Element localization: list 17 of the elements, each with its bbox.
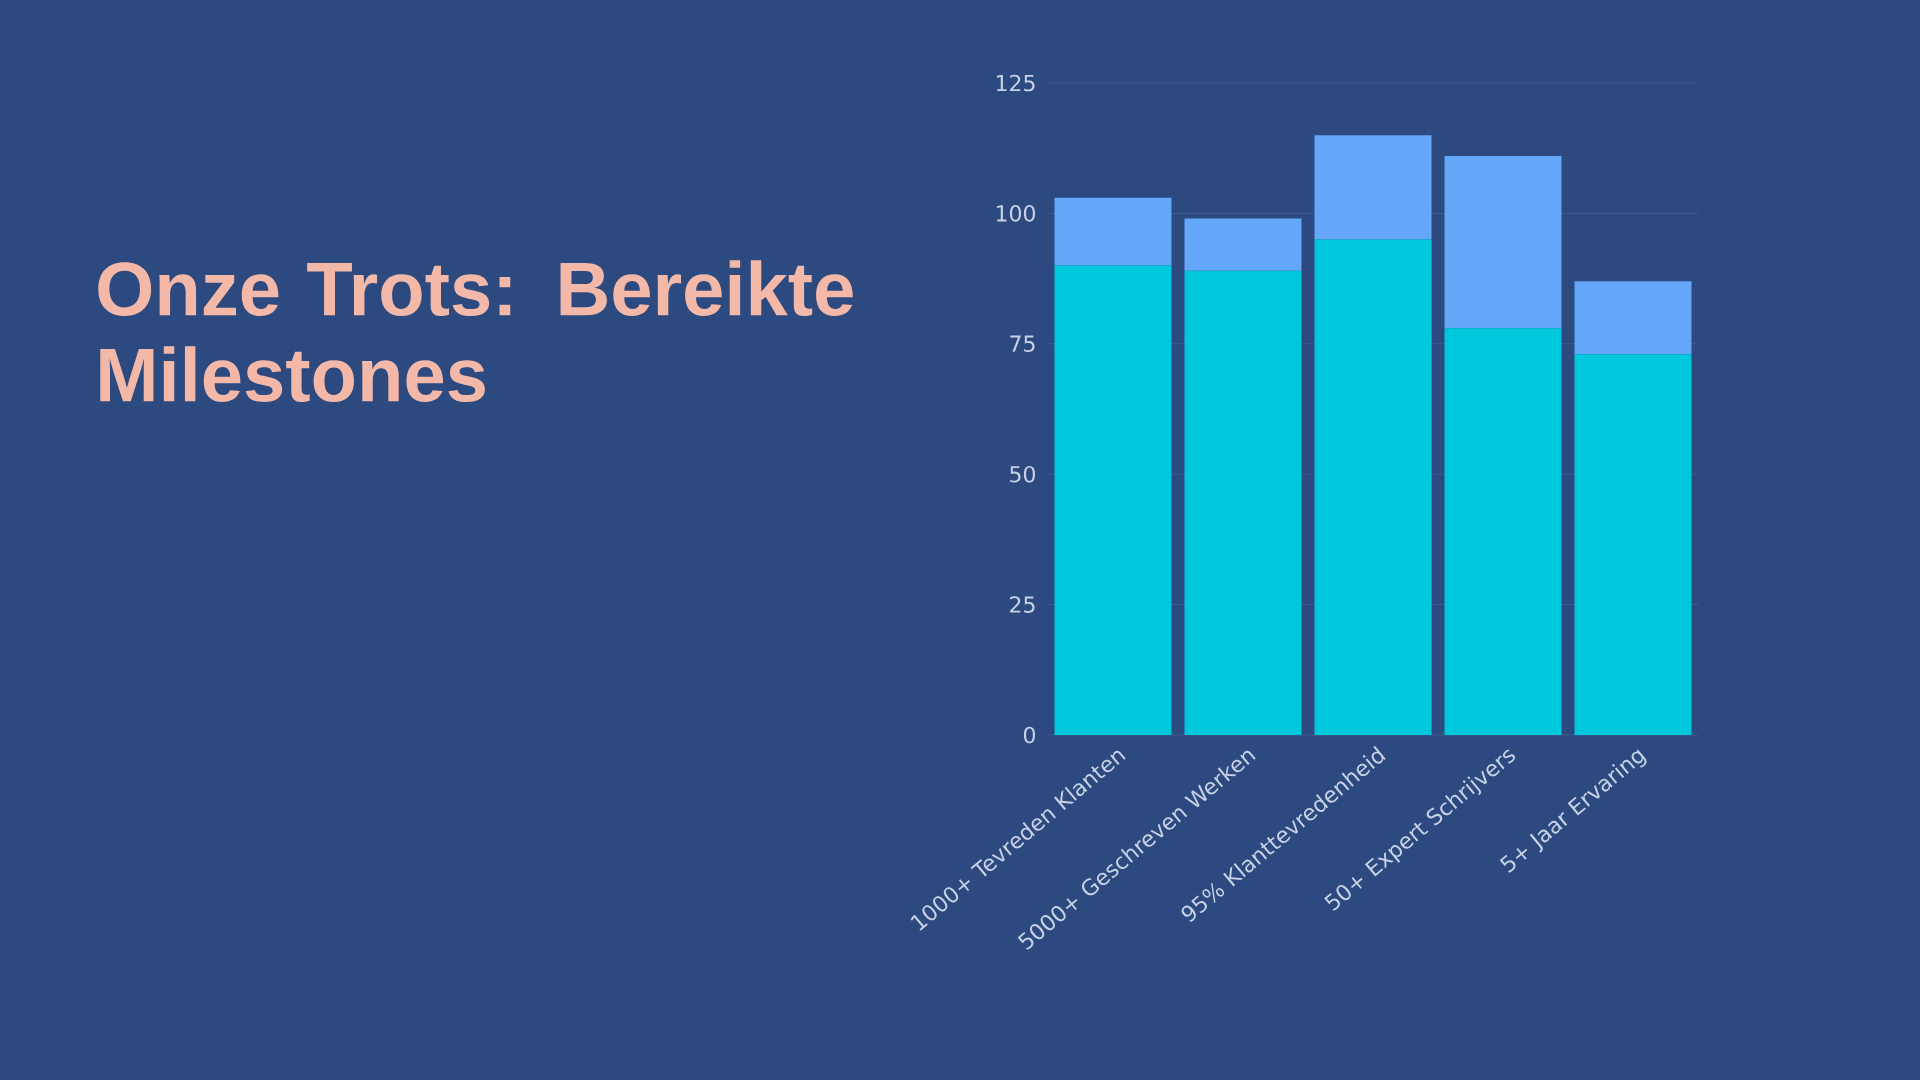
y-tick-label: 125 — [996, 74, 1035, 92]
bar — [1574, 354, 1692, 735]
bar — [1054, 197, 1172, 266]
y-tick-label: 100 — [996, 205, 1035, 222]
bar — [1184, 218, 1302, 271]
y-tick-label: 0 — [1023, 726, 1036, 744]
bar — [1314, 239, 1432, 735]
bar — [1574, 281, 1692, 355]
y-tick-label: 50 — [1010, 465, 1036, 483]
bar — [1184, 270, 1302, 735]
bar — [1444, 156, 1562, 329]
bar — [1314, 135, 1432, 240]
bar — [1054, 265, 1172, 735]
bar — [1444, 328, 1562, 735]
text: Onze Trots: Bereikte Milestones — [98, 260, 853, 402]
y-tick-label: 75 — [1010, 335, 1035, 352]
y-tick-label: 25 — [1010, 596, 1035, 613]
